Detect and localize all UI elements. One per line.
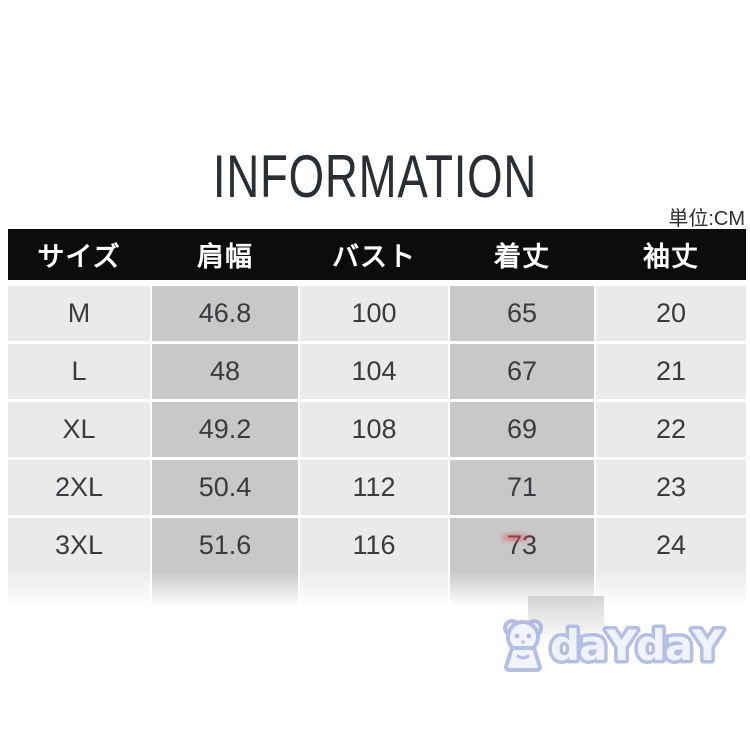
table-bottom-fade — [8, 573, 746, 607]
page-title: INFORMATION — [212, 143, 538, 210]
column-header-shoulder: 肩幅 — [197, 242, 253, 272]
cell-length: 71 — [450, 460, 594, 515]
cell-bust: 112 — [300, 460, 448, 515]
bear-doll-icon — [498, 612, 548, 674]
watermark-text: daYdaY — [550, 621, 723, 670]
column-header-sleeve: 袖丈 — [643, 242, 699, 272]
cell-size: M — [8, 286, 150, 341]
cell-sleeve: 21 — [596, 344, 746, 399]
fade-col-sleeve — [596, 573, 746, 607]
cell-size: 3XL — [8, 518, 150, 573]
cell-bust: 116 — [300, 518, 448, 573]
cell-sleeve: 24 — [596, 518, 746, 573]
table-row-l: L 48 104 67 21 — [8, 344, 746, 399]
cell-shoulder: 49.2 — [152, 402, 298, 457]
cell-sleeve: 22 — [596, 402, 746, 457]
cell-bust: 100 — [300, 286, 448, 341]
cell-size: L — [8, 344, 150, 399]
size-table-body: M 46.8 100 65 20 L 48 104 67 21 XL 49.2 … — [8, 286, 746, 573]
cell-length: 67 — [450, 344, 594, 399]
cell-size: XL — [8, 402, 150, 457]
watermark: daYdaY — [498, 612, 728, 674]
table-row-3xl: 3XL 51.6 116 73 24 — [8, 518, 746, 573]
cell-sleeve: 20 — [596, 286, 746, 341]
cell-bust: 104 — [300, 344, 448, 399]
cell-shoulder: 46.8 — [152, 286, 298, 341]
watermark-wordmark: daYdaY — [548, 612, 728, 674]
cell-size: 2XL — [8, 460, 150, 515]
table-row-2xl: 2XL 50.4 112 71 23 — [8, 460, 746, 515]
cell-length: 65 — [450, 286, 594, 341]
unit-label: 単位:CM — [668, 208, 745, 230]
cell-length: 73 — [450, 518, 594, 573]
column-header-bust: バスト — [332, 242, 416, 272]
fade-col-size — [8, 573, 150, 607]
column-header-length: 着丈 — [494, 242, 550, 272]
size-table: サイズ 肩幅 バスト 着丈 袖丈 M 46.8 100 65 20 L 48 1… — [8, 229, 746, 607]
cell-length: 69 — [450, 402, 594, 457]
table-row-m: M 46.8 100 65 20 — [8, 286, 746, 341]
cell-shoulder: 48 — [152, 344, 298, 399]
cell-shoulder: 50.4 — [152, 460, 298, 515]
cell-shoulder: 51.6 — [152, 518, 298, 573]
column-header-size: サイズ — [37, 242, 121, 272]
cell-sleeve: 23 — [596, 460, 746, 515]
fade-col-bust — [300, 573, 448, 607]
cell-bust: 108 — [300, 402, 448, 457]
cell-length-value: 73 — [506, 530, 538, 560]
fade-col-shoulder — [152, 573, 298, 607]
size-table-header-row: サイズ 肩幅 バスト 着丈 袖丈 — [8, 229, 746, 280]
gray-shadow-patch — [528, 596, 604, 644]
table-row-xl: XL 49.2 108 69 22 — [8, 402, 746, 457]
